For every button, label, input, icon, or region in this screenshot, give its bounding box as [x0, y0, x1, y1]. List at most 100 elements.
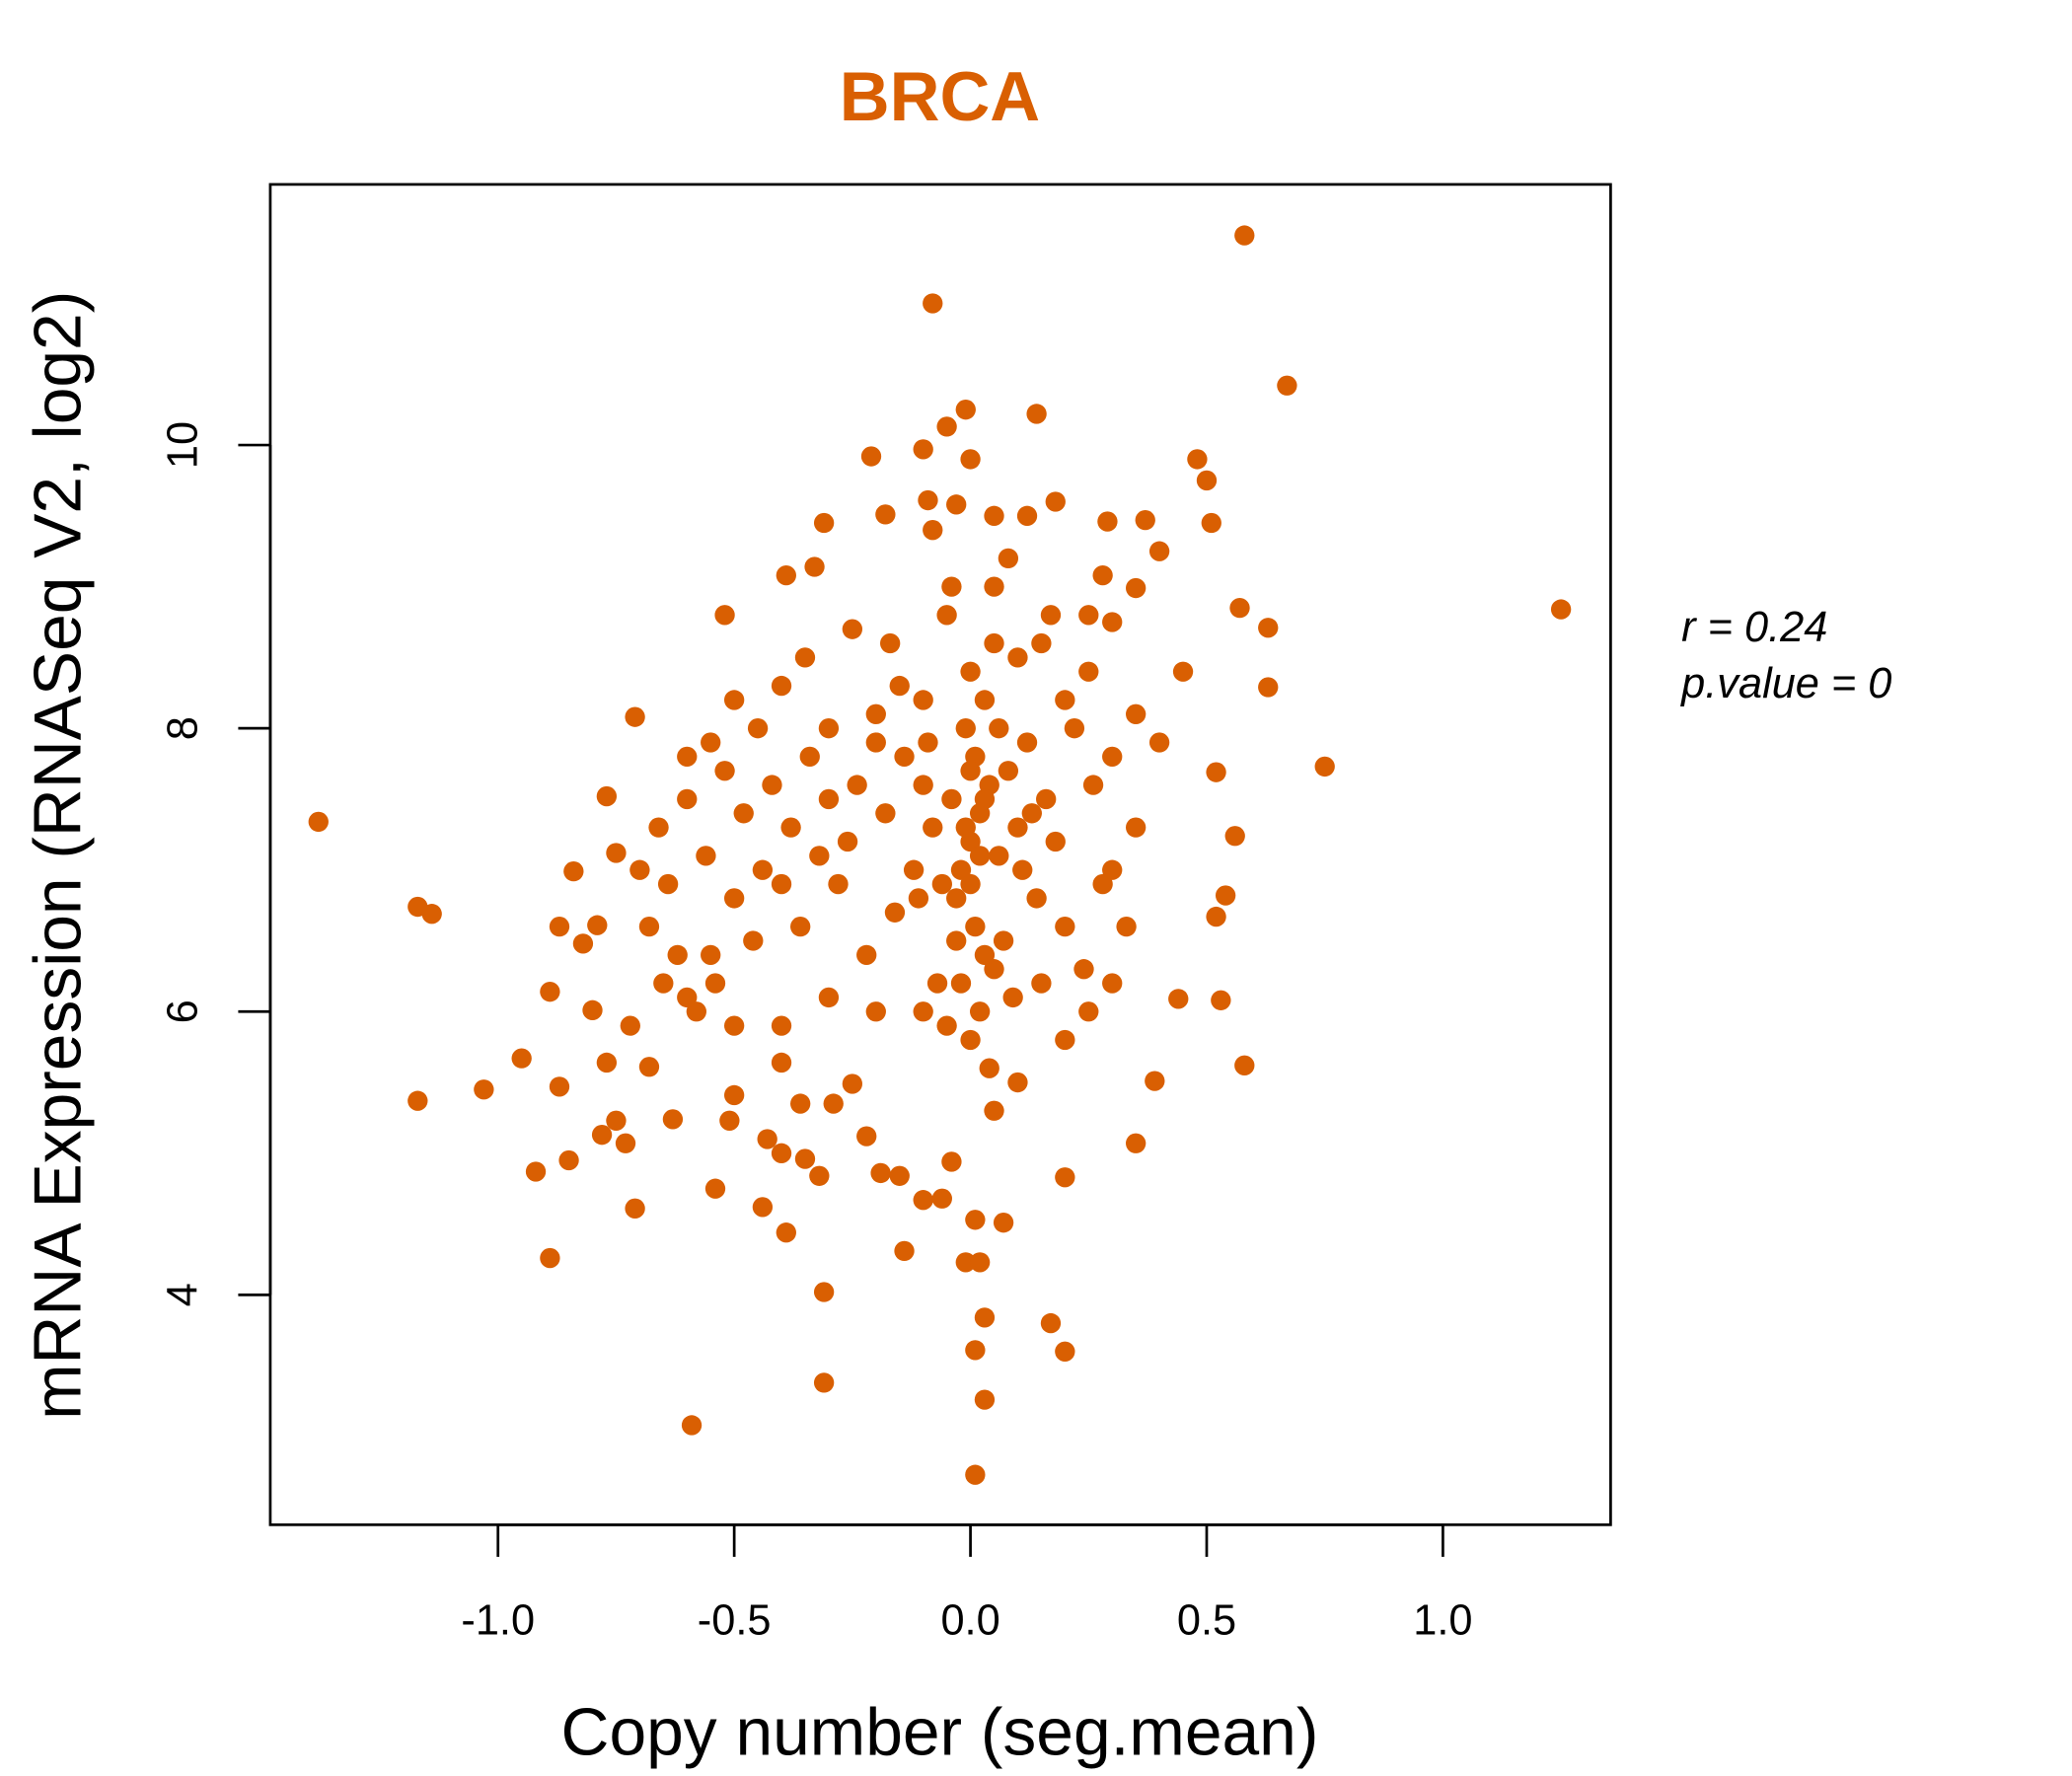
data-point	[733, 803, 754, 824]
data-point	[880, 632, 901, 654]
data-point	[828, 873, 849, 895]
data-point	[965, 916, 986, 937]
data-point	[1148, 732, 1170, 753]
data-point	[771, 1143, 792, 1163]
data-point	[1040, 1312, 1062, 1334]
data-point	[1148, 541, 1170, 561]
data-point	[1078, 605, 1099, 626]
data-point	[1092, 564, 1113, 586]
data-point	[969, 1252, 991, 1273]
data-point	[955, 718, 976, 739]
data-point	[1016, 505, 1038, 526]
correlation-r: r = 0.24	[1681, 604, 1827, 651]
data-point	[407, 1090, 428, 1111]
data-point	[941, 788, 962, 810]
data-point	[1102, 612, 1123, 632]
data-point	[1229, 597, 1250, 619]
data-point	[525, 1161, 547, 1182]
data-point	[780, 817, 801, 838]
data-point	[955, 400, 976, 420]
data-point	[984, 959, 1004, 980]
data-point	[974, 1389, 996, 1410]
data-point	[1102, 746, 1123, 768]
data-point	[701, 732, 721, 753]
data-point	[842, 619, 863, 639]
data-point	[762, 775, 782, 795]
data-point	[1172, 661, 1194, 682]
data-point	[894, 746, 915, 768]
data-point	[776, 564, 796, 586]
data-point	[865, 732, 886, 753]
data-point	[918, 489, 938, 511]
data-point	[790, 916, 811, 937]
data-point	[771, 675, 792, 697]
data-point	[813, 1372, 835, 1393]
y-axis-title: mRNA Expression (RNASeq V2, log2)	[22, 291, 96, 1420]
data-point	[974, 944, 996, 966]
data-point	[1045, 491, 1066, 512]
data-point	[549, 916, 570, 937]
data-point	[804, 556, 825, 577]
data-point	[1102, 859, 1123, 880]
data-point	[1187, 449, 1208, 470]
data-point	[818, 718, 840, 739]
data-point	[667, 944, 688, 966]
data-point	[1026, 888, 1047, 909]
data-point	[743, 930, 764, 951]
data-point	[1206, 762, 1226, 782]
data-point	[965, 1210, 986, 1230]
data-point	[723, 690, 745, 710]
data-point	[960, 449, 981, 470]
data-point	[1126, 817, 1147, 838]
data-point	[813, 1282, 835, 1302]
data-point	[918, 732, 938, 753]
data-point	[960, 761, 981, 781]
data-point	[913, 775, 933, 795]
data-point	[714, 605, 735, 626]
data-point	[1135, 509, 1155, 531]
data-point	[974, 1307, 996, 1328]
data-point	[984, 505, 1004, 526]
data-point	[638, 916, 660, 937]
data-point	[989, 846, 1009, 866]
y-tick-label: 8	[159, 716, 206, 740]
data-point	[984, 576, 1004, 597]
data-point	[308, 811, 329, 833]
data-point	[946, 494, 967, 515]
data-point	[1201, 512, 1221, 534]
data-point	[794, 647, 816, 668]
data-point	[955, 817, 976, 838]
data-point	[989, 718, 1009, 739]
data-point	[620, 1015, 640, 1036]
chart-title: BRCA	[840, 57, 1040, 135]
data-point	[596, 785, 618, 807]
data-point	[677, 788, 698, 810]
data-point	[1078, 661, 1099, 682]
data-point	[1078, 1001, 1099, 1022]
data-point	[696, 846, 716, 866]
data-point	[923, 293, 943, 314]
data-point	[856, 944, 877, 966]
data-point	[818, 788, 840, 810]
data-point	[1082, 775, 1104, 795]
data-point	[926, 973, 948, 994]
data-point	[701, 944, 721, 966]
data-point	[625, 1198, 645, 1219]
data-point	[723, 888, 745, 909]
data-point	[723, 1015, 745, 1036]
data-point	[1258, 677, 1279, 698]
data-point	[913, 690, 933, 710]
data-point	[1031, 632, 1052, 654]
data-point	[965, 1464, 986, 1485]
data-point	[1168, 989, 1189, 1009]
data-point	[818, 987, 840, 1008]
data-point	[794, 1148, 816, 1169]
data-point	[1007, 647, 1028, 668]
data-point	[969, 1001, 991, 1022]
y-tick-label: 4	[159, 1283, 206, 1306]
data-point	[1055, 1029, 1075, 1051]
data-point	[974, 690, 996, 710]
data-point	[894, 1240, 915, 1262]
data-point	[1234, 225, 1255, 246]
data-point	[1031, 973, 1052, 994]
